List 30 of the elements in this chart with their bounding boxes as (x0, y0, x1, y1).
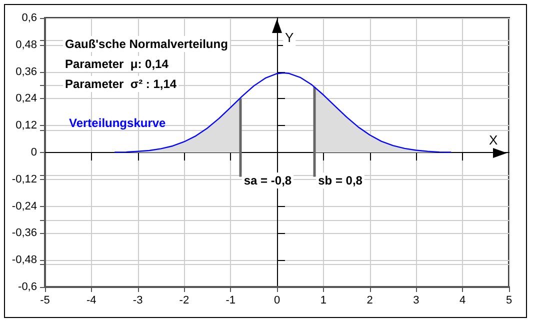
y-tick-label: -0,36 (12, 227, 37, 240)
x-tick-label: 2 (366, 294, 373, 306)
y-axis-title: Y (285, 30, 294, 45)
x-tick-label: -5 (40, 294, 50, 306)
y-tick-label: 0,36 (16, 66, 37, 78)
ref-line-label: sa = -0,8 (244, 174, 292, 188)
y-tick-label: -0,12 (12, 173, 37, 186)
y-tick-label: -0,24 (12, 200, 37, 212)
y-tick-label: 0 (30, 146, 37, 158)
x-tick-label: 3 (413, 294, 420, 306)
x-axis-title: X (489, 132, 498, 148)
x-tick-label: 0 (274, 294, 280, 306)
y-tick-label: -0,48 (12, 254, 37, 266)
series-label: Verteilungskurve (69, 116, 166, 130)
x-tick-label: -2 (179, 294, 190, 306)
annotation: Parameter σ² : 1,14 (65, 77, 177, 91)
x-tick-label: 5 (506, 294, 512, 306)
ref-line-label: sb = 0,8 (318, 174, 363, 188)
x-tick-label: -4 (86, 294, 96, 306)
annotation: Parameter μ: 0,14 (65, 57, 169, 71)
x-tick-label: 1 (320, 294, 326, 306)
y-tick-label: 0,12 (16, 120, 37, 132)
x-tick-label: -1 (226, 294, 236, 306)
y-tick-label: 0,6 (22, 12, 37, 24)
x-tick-label: 4 (460, 294, 466, 306)
annotation: Gauß'sche Normalverteilung (65, 37, 228, 51)
y-tick-label: 0,24 (16, 92, 37, 105)
x-tick-label: -3 (132, 294, 143, 306)
y-tick-label: 0,48 (16, 38, 37, 51)
y-tick-label: -0,6 (18, 281, 37, 293)
